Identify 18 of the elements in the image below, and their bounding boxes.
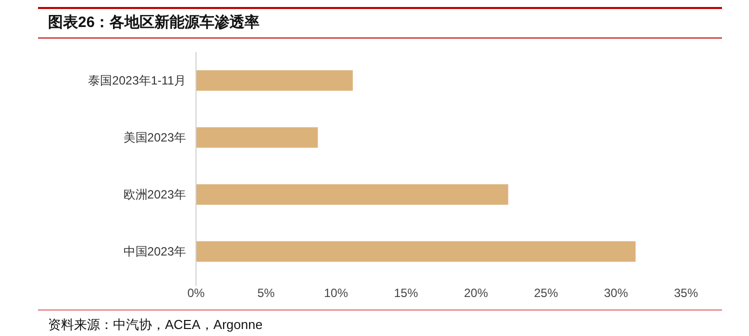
bar <box>196 127 318 148</box>
x-tick-label: 35% <box>674 286 698 300</box>
chart-title: 图表26：各地区新能源车渗透率 <box>48 13 260 31</box>
x-tick-label: 25% <box>534 286 558 300</box>
y-tick-label: 泰国2023年1-11月 <box>88 74 186 88</box>
y-tick-label: 中国2023年 <box>123 244 186 258</box>
bar <box>196 241 636 262</box>
bar <box>196 70 353 91</box>
x-tick-label: 20% <box>464 286 488 300</box>
x-tick-label: 10% <box>324 286 348 300</box>
x-tick-label: 30% <box>604 286 628 300</box>
y-tick-label: 美国2023年 <box>123 130 186 144</box>
x-tick-label: 0% <box>187 286 205 300</box>
text: 资料来源：中汽协，ACEA，Argonne <box>48 317 263 332</box>
x-tick-label: 15% <box>394 286 418 300</box>
bar <box>196 184 508 205</box>
x-tick-label: 5% <box>257 286 275 300</box>
y-tick-label: 欧洲2023年 <box>123 188 186 202</box>
